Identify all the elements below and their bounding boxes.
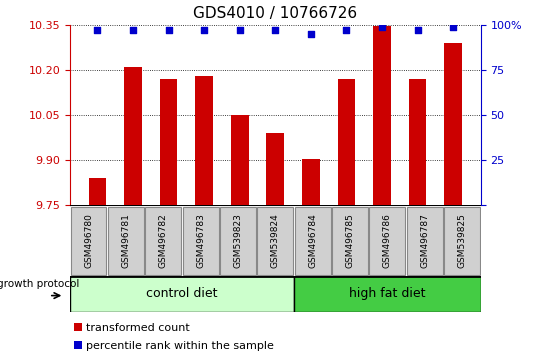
Text: GSM539824: GSM539824 [271,213,280,268]
Bar [444,43,462,205]
Point [235,27,244,33]
Text: high fat diet: high fat diet [349,287,425,300]
FancyBboxPatch shape [108,207,144,275]
Point [413,27,422,33]
Bar [74,341,82,349]
Point [93,27,102,33]
Bar [231,115,249,205]
Text: control diet: control diet [146,287,217,300]
Text: GSM496785: GSM496785 [345,213,354,268]
Point [200,27,209,33]
Bar [409,79,427,205]
Bar [74,323,82,331]
Point [306,31,315,37]
FancyBboxPatch shape [183,207,219,275]
Point [271,27,280,33]
Bar [124,67,142,205]
Text: growth protocol: growth protocol [0,279,79,289]
Bar [373,26,391,205]
Point [129,27,138,33]
Title: GDS4010 / 10766726: GDS4010 / 10766726 [193,6,357,21]
FancyBboxPatch shape [70,207,106,275]
FancyBboxPatch shape [257,207,293,275]
Text: GSM496780: GSM496780 [84,213,93,268]
FancyBboxPatch shape [220,207,256,275]
FancyBboxPatch shape [295,207,330,275]
Bar [88,178,106,205]
Text: transformed count: transformed count [86,323,190,333]
Bar [302,159,320,205]
Text: GSM539823: GSM539823 [234,213,243,268]
FancyBboxPatch shape [294,276,481,312]
Text: GSM496786: GSM496786 [383,213,392,268]
FancyBboxPatch shape [70,276,294,312]
Text: GSM496784: GSM496784 [308,213,317,268]
FancyBboxPatch shape [145,207,181,275]
Text: GSM496783: GSM496783 [196,213,205,268]
Text: GSM496781: GSM496781 [121,213,130,268]
Bar [195,76,213,205]
Point [342,27,351,33]
Text: percentile rank within the sample: percentile rank within the sample [86,341,274,351]
FancyBboxPatch shape [332,207,368,275]
Point [449,24,458,29]
Text: GSM539825: GSM539825 [458,213,467,268]
Text: GSM496787: GSM496787 [420,213,429,268]
FancyBboxPatch shape [369,207,405,275]
Bar [160,79,178,205]
Bar [267,133,284,205]
Point [164,27,173,33]
Text: GSM496782: GSM496782 [159,213,168,268]
Point [377,24,386,29]
Bar [338,79,356,205]
FancyBboxPatch shape [444,207,480,275]
FancyBboxPatch shape [407,207,443,275]
